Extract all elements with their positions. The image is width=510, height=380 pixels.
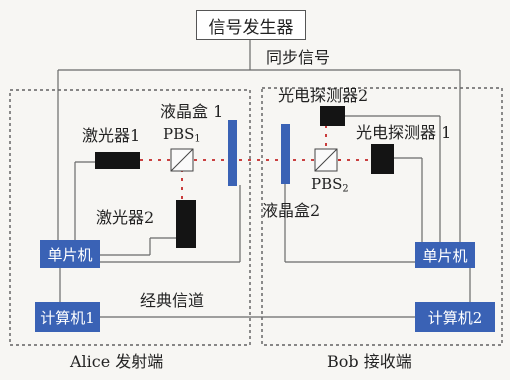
- classical-channel-label: 经典信道: [140, 291, 205, 310]
- computer-1-label: 计算机1: [40, 308, 95, 327]
- laser-1-label: 激光器1: [82, 126, 141, 145]
- laser-beam-path: [140, 125, 368, 200]
- computer-2-box: [415, 302, 495, 332]
- signal-generator: 信号发生器: [196, 10, 306, 40]
- pbs2-label: PBS2: [311, 175, 349, 195]
- laser-2-label: 激光器2: [96, 208, 155, 227]
- laser-2: [176, 200, 196, 248]
- alice-region: [9, 89, 251, 346]
- mcu-alice-box: [40, 240, 100, 268]
- pbs2-cube: [314, 148, 338, 172]
- alice-wires: [59, 161, 241, 302]
- photodetector-2-label: 光电探测器2: [278, 86, 369, 105]
- mcu-alice-label: 单片机: [47, 245, 93, 264]
- laser-1: [95, 152, 140, 169]
- computer-2-label: 计算机2: [427, 308, 483, 327]
- photodetector-1-label: 光电探测器 1: [356, 123, 452, 142]
- sync-wires: [57, 38, 461, 245]
- lc-box-1: [228, 120, 237, 186]
- bob-region: [261, 87, 503, 346]
- mcu-bob-box: [415, 242, 475, 268]
- lc-box-1-label: 液晶盒 1: [160, 102, 224, 121]
- computer-1-box: [35, 302, 100, 332]
- pbs1-cube: [170, 148, 194, 172]
- lc-box-2: [281, 124, 290, 184]
- alice-transmitter-label: Alice 发射端: [70, 352, 164, 371]
- bob-wires: [284, 115, 471, 302]
- lc-box-2-label: 液晶盒2: [262, 201, 321, 220]
- sync-signal-label: 同步信号: [266, 48, 331, 67]
- photodetector-2: [320, 106, 345, 126]
- photodetector-1: [371, 144, 394, 174]
- pbs1-label: PBS1: [163, 125, 201, 145]
- bob-receiver-label: Bob 接收端: [327, 352, 412, 371]
- mcu-bob-label: 单片机: [422, 246, 468, 265]
